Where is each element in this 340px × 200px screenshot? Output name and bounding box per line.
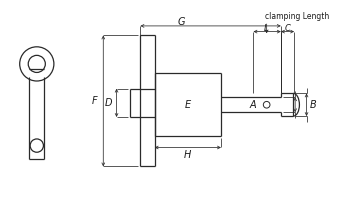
Text: A: A <box>249 100 256 110</box>
Text: E: E <box>185 100 191 110</box>
Text: B: B <box>310 100 317 110</box>
Text: D: D <box>105 98 113 108</box>
Text: clamping Length: clamping Length <box>265 12 329 21</box>
Text: C: C <box>285 24 290 33</box>
Text: H: H <box>184 150 191 160</box>
Text: G: G <box>177 17 185 27</box>
Text: L: L <box>264 24 268 33</box>
Text: F: F <box>92 96 98 106</box>
Circle shape <box>263 101 270 108</box>
